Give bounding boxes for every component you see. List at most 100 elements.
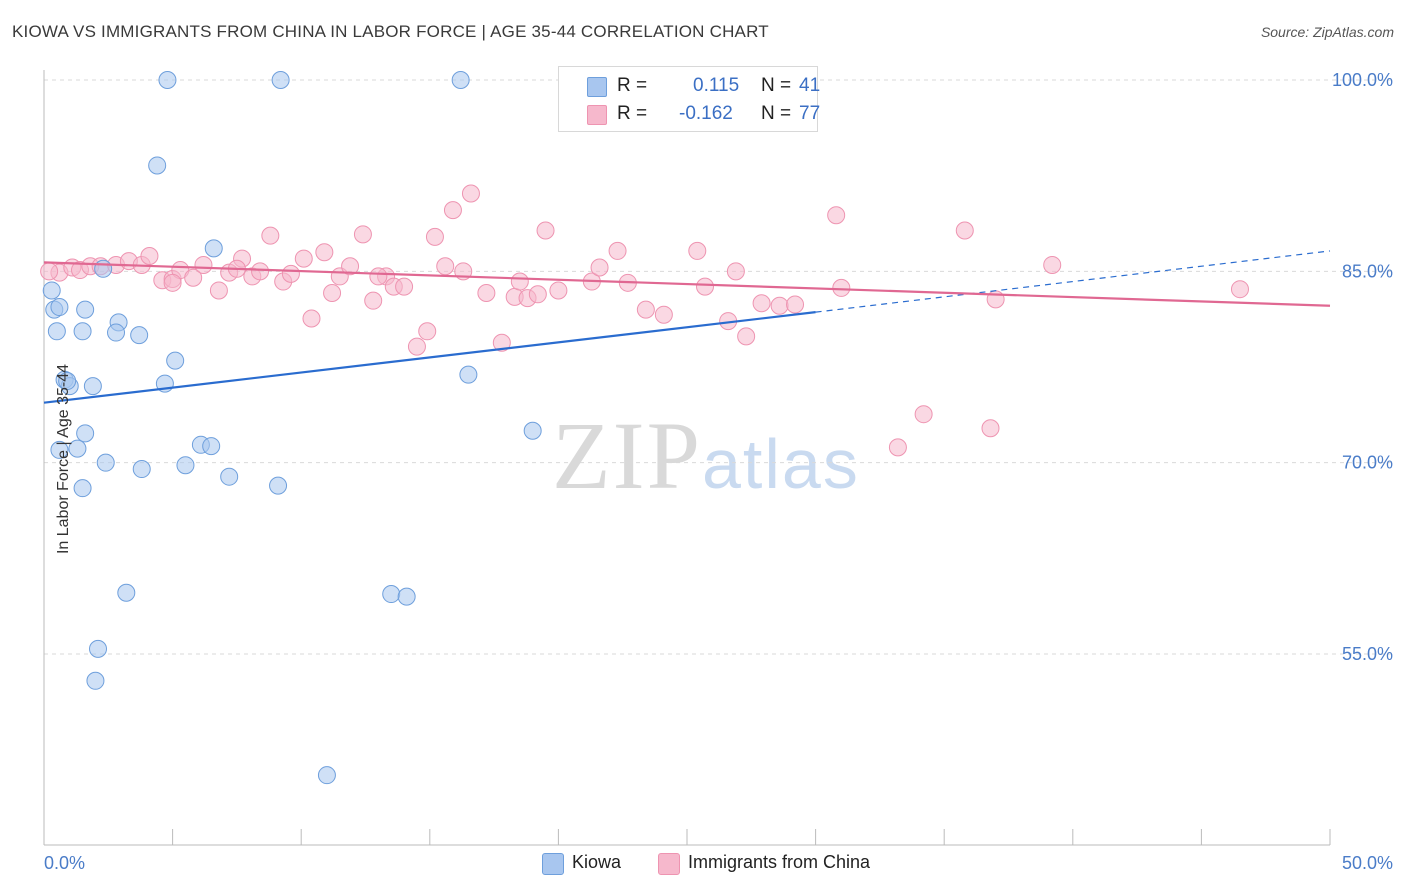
- kiowa-point: [269, 476, 288, 495]
- trend-lines: [43, 250, 1331, 404]
- source-label: Source: ZipAtlas.com: [1260, 24, 1394, 40]
- china-point: [364, 291, 383, 310]
- china-point: [955, 221, 974, 240]
- kiowa-point: [83, 377, 102, 396]
- y-tick-label: 100.0%: [1332, 70, 1393, 90]
- kiowa-trend-line: [43, 311, 816, 404]
- kiowa-point: [148, 156, 167, 175]
- kiowa-point: [397, 587, 416, 606]
- china-point: [341, 257, 360, 276]
- legend-label-kiowa: Kiowa: [572, 852, 622, 872]
- china-point: [184, 268, 203, 287]
- china-point: [194, 255, 213, 274]
- kiowa-point: [73, 322, 92, 341]
- kiowa-point: [76, 424, 95, 443]
- kiowa-point: [50, 440, 69, 459]
- china-point: [140, 247, 159, 266]
- china-point: [395, 277, 414, 296]
- china-point: [1230, 280, 1249, 299]
- kiowa-point: [86, 671, 105, 690]
- watermark-zip: ZIP: [552, 402, 702, 509]
- x-tick-label: 0.0%: [44, 853, 85, 873]
- kiowa-point: [271, 71, 290, 89]
- china-point: [590, 258, 609, 277]
- china-point: [528, 285, 547, 304]
- kiowa-point: [202, 437, 221, 456]
- china-point: [752, 294, 771, 313]
- china-point: [477, 284, 496, 303]
- china-point: [302, 309, 321, 328]
- china-point: [369, 267, 388, 286]
- china-point: [461, 184, 480, 203]
- china-point: [353, 225, 372, 244]
- china-point: [281, 264, 300, 283]
- series-kiowa-points: [42, 71, 617, 785]
- china-point: [770, 296, 789, 315]
- correlation-legend: R = 0.115 N = 41 R = -0.162 N = 77: [558, 66, 821, 132]
- kiowa-point: [96, 453, 115, 472]
- china-point: [636, 300, 655, 319]
- china-point: [1043, 255, 1062, 274]
- kiowa-point: [50, 298, 69, 317]
- china-point: [737, 327, 756, 346]
- kiowa-point: [166, 351, 185, 370]
- legend-n-label: N =: [761, 75, 792, 96]
- kiowa-point: [68, 439, 87, 458]
- x-tick-label: 50.0%: [1342, 853, 1393, 873]
- china-point: [608, 241, 627, 260]
- china-point: [163, 273, 182, 292]
- legend-r-value: -0.162: [679, 103, 733, 124]
- legend-r-label: R =: [617, 75, 648, 96]
- china-point: [209, 281, 228, 300]
- kiowa-point: [76, 300, 95, 319]
- china-point: [654, 305, 673, 324]
- legend-swatch-kiowa: [542, 853, 564, 875]
- chart-title: KIOWA VS IMMIGRANTS FROM CHINA IN LABOR …: [12, 22, 769, 41]
- china-point: [914, 405, 933, 424]
- kiowa-point: [317, 766, 336, 785]
- kiowa-point: [382, 585, 401, 604]
- china-point: [549, 281, 568, 300]
- china-point: [443, 201, 462, 220]
- legend-n-value: 41: [799, 75, 821, 96]
- china-point: [696, 277, 715, 296]
- kiowa-trend-extension: [815, 250, 1331, 313]
- y-tick-label: 85.0%: [1342, 261, 1393, 281]
- kiowa-point: [89, 639, 108, 658]
- china-point: [688, 241, 707, 260]
- china-trend-line: [43, 261, 1331, 307]
- tick-labels: 55.0% 70.0% 85.0% 100.0% 0.0% 50.0%: [44, 70, 1393, 873]
- china-point: [786, 295, 805, 314]
- kiowa-point: [220, 467, 239, 486]
- legend-swatch-china: [587, 105, 607, 125]
- watermark: ZIPatlas: [552, 400, 860, 511]
- kiowa-point: [130, 326, 149, 345]
- china-point: [888, 438, 907, 457]
- kiowa-point: [73, 479, 92, 498]
- kiowa-point: [176, 456, 195, 475]
- series-legend: Kiowa Immigrants from China: [0, 852, 1406, 878]
- kiowa-point: [158, 71, 177, 89]
- grid-lines: [44, 79, 1392, 655]
- china-point: [436, 257, 455, 276]
- y-axis-label: In Labor Force | Age 35-44: [55, 363, 72, 555]
- kiowa-point: [451, 71, 470, 89]
- china-point: [251, 262, 270, 281]
- kiowa-point: [107, 323, 126, 342]
- legend-n-value: 77: [799, 103, 821, 124]
- legend-swatch-china: [658, 853, 680, 875]
- legend-r-value: 0.115: [693, 75, 740, 96]
- kiowa-point: [204, 239, 223, 258]
- china-point: [315, 243, 334, 262]
- china-point: [726, 262, 745, 281]
- china-point: [418, 322, 437, 341]
- kiowa-point: [459, 365, 478, 384]
- china-point: [425, 227, 444, 246]
- kiowa-point: [47, 322, 66, 341]
- legend-n-label: N =: [761, 103, 792, 124]
- axes: [43, 70, 1331, 846]
- kiowa-point: [132, 460, 151, 479]
- china-point: [261, 226, 280, 245]
- kiowa-point: [523, 421, 542, 440]
